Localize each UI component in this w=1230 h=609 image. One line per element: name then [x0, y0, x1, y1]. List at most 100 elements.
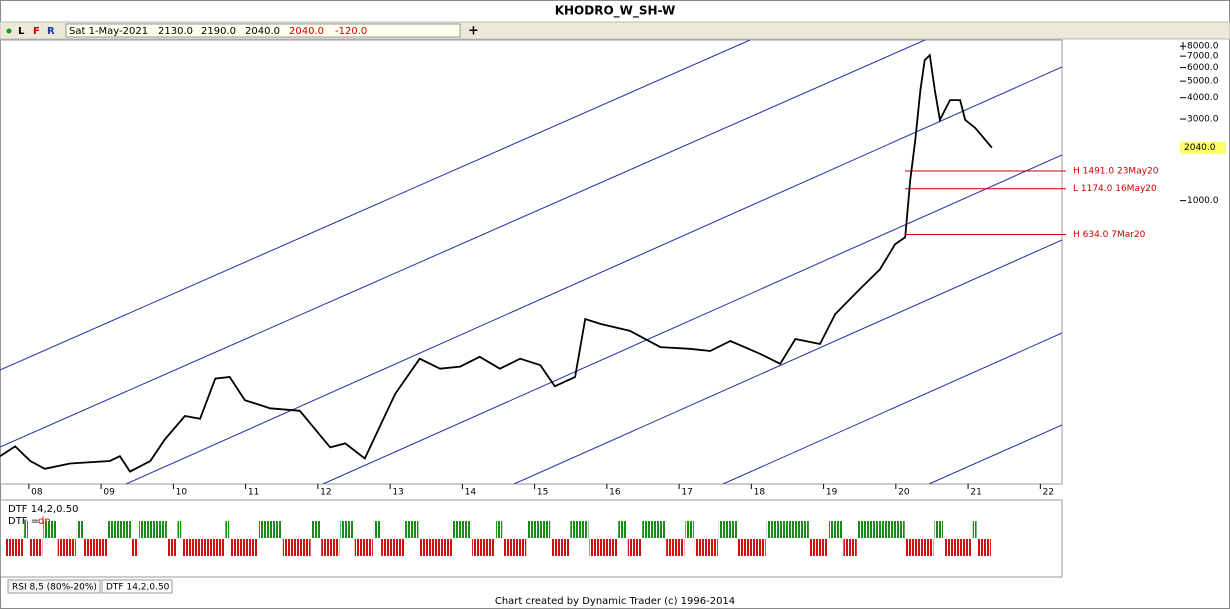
dtf-up-run [258, 521, 282, 538]
dtf-up-run [76, 521, 84, 538]
dtf-down-run [182, 539, 225, 556]
dtf-up-run [452, 521, 472, 538]
last-price-tag [1180, 141, 1226, 154]
add-button[interactable]: + [468, 24, 479, 39]
dtf-down-run [419, 539, 452, 556]
toolbar-button[interactable]: L [18, 26, 25, 37]
dtf-down-run [57, 539, 76, 556]
trend-channels [0, 40, 1062, 484]
indicator-state-label: DTF = [8, 516, 39, 527]
dtf-up-run [340, 521, 354, 538]
dtf-up-run [570, 521, 589, 538]
dtf-down-run [589, 539, 618, 556]
footer: Chart created by Dynamic Trader (c) 1996… [495, 596, 735, 607]
x-tick-label: 17 [681, 488, 692, 498]
status-dot [6, 28, 12, 34]
plot-area [0, 39, 1063, 485]
dtf-down-run [84, 539, 108, 556]
tab-label[interactable]: DTF 14,2,0.50 [106, 583, 170, 593]
dtf-up-run [829, 521, 843, 538]
dtf-up-run [139, 521, 167, 538]
info-close: 2040.0 [289, 26, 324, 37]
price-line [0, 53, 993, 473]
x-tick-label: 12 [320, 488, 331, 498]
info-box [65, 23, 461, 38]
x-tick-label: 09 [103, 488, 115, 498]
dtf-down-run [230, 539, 258, 556]
y-tick-label: 4000.0 [1187, 93, 1219, 103]
dtf-up-run [108, 521, 131, 538]
x-tick-label: 08 [31, 488, 43, 498]
dtf-down-run [131, 539, 139, 556]
tab-label[interactable]: RSI 8,5 (80%-20%) [12, 583, 97, 593]
x-tick-label: 13 [392, 488, 403, 498]
dtf-down-run [503, 539, 527, 556]
x-tick-label: 19 [826, 488, 838, 498]
window-title: KHODRO_W_SH-W [555, 4, 676, 19]
dtf-down-run [28, 539, 43, 556]
annotation-label: L 1174.0 16May20 [1073, 184, 1157, 194]
dtf-down-run [5, 539, 24, 556]
info-high: 2190.0 [201, 26, 236, 37]
x-tick-label: 20 [898, 488, 910, 498]
y-tick-label: 6000.0 [1187, 63, 1219, 73]
dtf-up-run [405, 521, 419, 538]
y-tick-label: 7000.0 [1187, 52, 1219, 62]
dtf-down-run [905, 539, 934, 556]
dtf-down-run [472, 539, 496, 556]
dtf-up-run [642, 521, 666, 538]
y-tick-label: 5000.0 [1187, 77, 1219, 87]
x-tick-label: 22 [1043, 488, 1054, 498]
annotation-label: H 634.0 7Mar20 [1073, 230, 1146, 240]
toolbar-button[interactable]: F [33, 26, 40, 37]
dtf-up-run [857, 521, 905, 538]
y-tick-label: 3000.0 [1187, 115, 1219, 125]
dtf-down-run [809, 539, 829, 556]
dtf-up-run [934, 521, 944, 538]
x-tick-label: 14 [465, 488, 477, 498]
tab[interactable] [101, 579, 173, 594]
dtf-up-run [177, 521, 182, 538]
dtf-up-run [766, 521, 809, 538]
dtf-up-run [618, 521, 627, 538]
dtf-up-run [718, 521, 738, 538]
dtf-up-run [496, 521, 503, 538]
dtf-up-run [43, 521, 57, 538]
info-change: -120.0 [335, 26, 367, 37]
toolbar-button[interactable]: R [47, 26, 55, 37]
dtf-down-run [381, 539, 405, 556]
dtf-down-run [694, 539, 718, 556]
x-tick-label: 16 [609, 488, 621, 498]
dtf-up-run [373, 521, 381, 538]
last-price-label: 2040.0 [1184, 143, 1216, 153]
dtf-down-run [282, 539, 311, 556]
dtf-down-run [944, 539, 972, 556]
dtf-down-run [321, 539, 340, 556]
dtf-up-run [311, 521, 321, 538]
info-low: 2040.0 [245, 26, 280, 37]
dtf-down-run [666, 539, 685, 556]
info-date: Sat 1-May-2021 [69, 26, 148, 37]
info-open: 2130.0 [158, 26, 193, 37]
dtf-down-run [167, 539, 177, 556]
dtf-down-run [627, 539, 642, 556]
indicator-title: DTF 14,2,0.50 [8, 504, 78, 515]
x-tick-label: 10 [176, 488, 188, 498]
dtf-up-run [972, 521, 977, 538]
x-tick-label: 15 [537, 488, 548, 498]
dtf-up-run [225, 521, 230, 538]
dtf-down-run [843, 539, 857, 556]
dtf-down-run [551, 539, 570, 556]
tab[interactable] [7, 579, 101, 594]
dtf-down-run [354, 539, 373, 556]
y-tick-label: 1000.0 [1187, 196, 1219, 206]
dtf-down-run [977, 539, 991, 556]
y-tick-label: 8000.0 [1187, 42, 1219, 52]
indicator-panel [0, 499, 1063, 578]
dtf-up-run [24, 521, 28, 538]
x-tick-label: 18 [754, 488, 766, 498]
dtf-down-run [738, 539, 766, 556]
annotation-label: H 1491.0 23May20 [1073, 166, 1159, 176]
x-tick-label: 11 [248, 488, 259, 498]
